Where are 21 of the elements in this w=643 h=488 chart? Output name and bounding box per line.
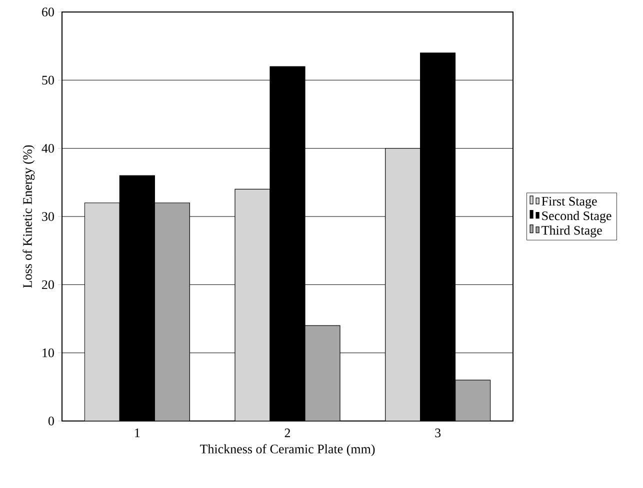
y-tick-label: 60 [42, 8, 54, 16]
bar [455, 380, 491, 421]
bar [154, 202, 190, 421]
y-tick-label: 50 [42, 76, 54, 85]
y-axis-title: Loss of Kinetic Energy (%) [22, 145, 35, 288]
bar [304, 325, 340, 421]
y-tick-label: 10 [42, 348, 54, 358]
y-tick-label: 20 [42, 280, 54, 290]
x-tick-label: 1 [135, 428, 140, 438]
y-tick-label: 30 [42, 212, 54, 221]
x-tick-label: 2 [284, 428, 290, 438]
legend-label: Third Stage [542, 226, 602, 238]
legend-label: Second Stage [542, 211, 612, 223]
y-tick-label: 40 [42, 144, 54, 153]
x-tick-label: 3 [435, 428, 441, 438]
y-tick-label: 0 [48, 416, 54, 426]
bar [234, 188, 270, 421]
bar [385, 148, 421, 421]
bar [84, 202, 120, 421]
x-axis-title: Thickness of Ceramic Plate (mm) [200, 444, 375, 456]
legend-label: First Stage [542, 196, 597, 208]
